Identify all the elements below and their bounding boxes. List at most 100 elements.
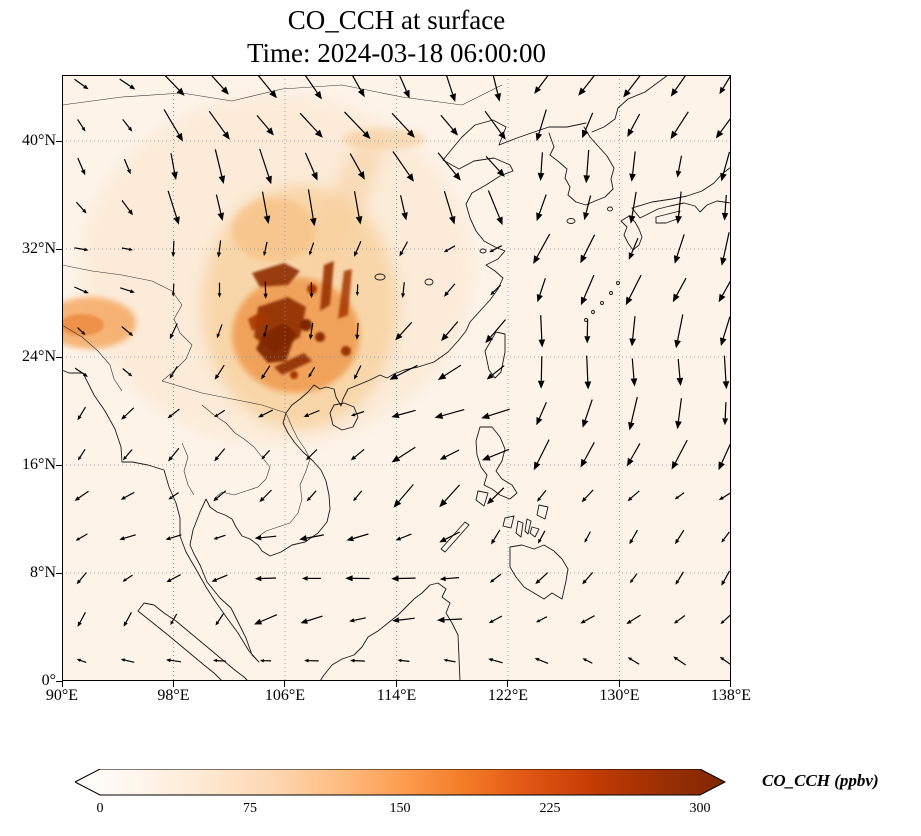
wind-arrow [439,454,447,460]
wind-arrow [353,190,360,217]
wind-arrow [447,659,456,663]
wind-arrow [533,255,540,264]
wind-arrow [442,409,465,417]
wind-arrow [630,658,640,665]
wind-arrow [257,75,273,93]
wind-arrow [485,155,500,172]
wind-arrow [534,86,541,94]
wind-arrow [122,119,130,129]
wind-arrow [578,87,586,96]
wind-arrow [84,247,89,252]
wind-arrow [78,490,89,499]
wind-arrow [440,114,454,130]
wind-arrow [676,234,685,257]
wind-arrow [449,215,456,225]
wind-arrow [720,337,727,346]
wind-arrow [445,75,454,95]
wind-arrow [299,112,318,133]
wind-arrow [487,190,501,218]
wind-arrow [314,129,323,138]
wind-arrow [628,421,635,431]
wind-arrow [171,171,178,180]
wind-arrow [627,496,633,502]
wind-arrow [171,323,178,335]
wind-arrow [582,658,587,662]
wind-arrow [311,171,318,181]
wind-arrow [444,484,461,502]
wind-arrow [163,109,180,135]
wind-arrow [677,358,681,379]
wind-arrow [262,489,272,499]
wind-arrow [629,579,634,584]
wind-arrow [723,355,727,382]
wind-arrow [437,152,457,175]
wind-arrow [494,93,501,102]
wind-arrow [79,572,87,582]
wind-arrow [399,321,413,336]
wind-arrow [720,172,727,182]
wind-arrow [670,130,678,140]
wind-arrow [354,410,365,416]
wind-arrow [124,659,135,663]
wind-arrow [584,381,592,390]
wind-arrow [537,380,545,389]
wind-arrow [718,496,724,501]
wind-arrow [398,75,407,92]
wind-arrow [77,621,82,627]
wind-arrow [538,572,549,582]
y-tick-mark [56,248,62,250]
wind-arrow [436,616,445,623]
wind-arrow [586,149,590,176]
wind-arrow [632,316,636,339]
wind-arrow [391,112,410,133]
wind-arrow [213,658,218,663]
wind-arrow [120,495,126,500]
wind-arrow [210,75,224,90]
wind-arrow [677,398,682,422]
wind-arrow [675,538,680,545]
wind-arrow [74,367,85,375]
y-tick-mark [56,356,62,358]
wind-arrow [406,129,415,138]
wind-arrow [481,454,491,461]
y-tick-label: 24°N [22,348,56,365]
wind-arrow [446,283,456,294]
wind-arrow [213,536,218,540]
wind-arrow [538,194,547,214]
wind-arrow [401,293,406,299]
wind-arrow [306,455,311,461]
wind-arrow [217,409,226,416]
wind-arrow [720,116,731,133]
wind-arrow [631,237,639,254]
wind-arrow [723,531,730,540]
wind-arrow [216,252,222,258]
wind-arrow [539,278,546,296]
wind-arrow [171,292,175,297]
wind-arrow [724,402,727,419]
y-tick-label: 0° [41,672,56,689]
wind-arrow [256,115,270,130]
wind-arrow [263,293,268,299]
wind-arrow [216,448,226,458]
wind-arrow [213,496,219,502]
y-tick-mark [56,464,62,466]
wind-arrow [352,533,369,540]
wind-arrow [722,614,731,622]
wind-arrow [171,613,178,622]
wind-arrow [453,172,461,181]
wind-arrow [719,86,726,95]
wind-arrow [310,322,314,335]
x-tick-label: 130°E [599,687,640,704]
wind-arrow [396,364,418,377]
wind-arrow [356,322,359,335]
wind-arrow [403,89,410,99]
wind-arrow [538,401,547,419]
wind-arrow [304,152,315,174]
wind-arrow [216,490,227,499]
wind-arrow [533,461,541,471]
wind-arrow [439,499,448,508]
wind-arrow [674,439,688,463]
wind-arrow [535,579,541,585]
wind-arrow [170,447,180,458]
wind-arrow [397,658,402,663]
